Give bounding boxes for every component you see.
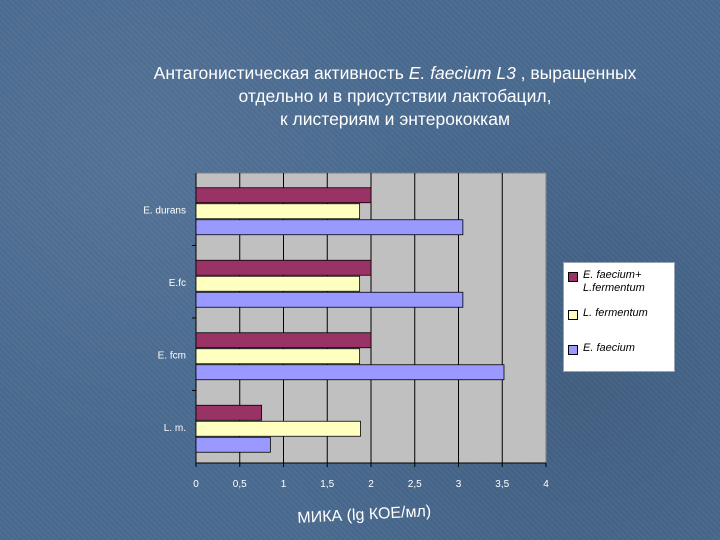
bar <box>195 364 505 381</box>
legend-label-combined-2: L.fermentum <box>583 282 645 294</box>
x-tick-label: 4 <box>543 479 549 490</box>
legend-item-e-faecium: E. faecium <box>568 342 635 355</box>
bar <box>195 203 361 220</box>
x-tick-label: 3,5 <box>495 479 509 490</box>
title-line2: отдельно и в присутствии лактобацил, <box>238 86 552 106</box>
bar <box>195 259 372 276</box>
category-label: L. m. <box>164 423 186 434</box>
category-label: E. durans <box>143 205 186 216</box>
x-tick-label: 3 <box>456 479 462 490</box>
bar <box>195 420 361 437</box>
bar <box>195 404 263 421</box>
title-line3: к листериям и энтерококкам <box>280 109 510 129</box>
title-line1-b: , выращенных <box>515 63 637 83</box>
category-label: E.fc <box>169 278 186 289</box>
x-tick-label: 0,5 <box>233 479 247 490</box>
legend-swatch-combined <box>568 272 578 282</box>
bar <box>195 332 372 349</box>
legend-swatch-l-fermentum <box>568 310 578 320</box>
x-tick-labels: 0 0,5 1 1,5 2 2,5 3 3,5 4 <box>193 479 549 490</box>
bar <box>195 219 464 236</box>
title-line1-a: Антагонистическая активность <box>153 63 409 83</box>
category-labels: E. durans E.fc E. fcm L. m. <box>143 205 186 434</box>
bar <box>195 275 361 292</box>
chart-title: Антагонистическая активность E. faecium … <box>0 62 720 131</box>
bar <box>195 187 372 204</box>
legend-item-combined: E. faecium+ L.fermentum <box>568 269 645 295</box>
x-tick-label: 0 <box>193 479 199 490</box>
title-species: E. faecium L3 <box>408 63 516 83</box>
x-tick-label: 1 <box>281 479 287 490</box>
x-tick-label: 2 <box>368 479 374 490</box>
legend-label-combined-1: E. faecium+ <box>583 269 642 281</box>
legend-label-l-fermentum: L. fermentum <box>583 307 648 319</box>
legend-label-e-faecium: E. faecium <box>583 342 635 354</box>
x-tick-label: 1,5 <box>320 479 334 490</box>
legend-item-l-fermentum: L. fermentum <box>568 307 648 320</box>
legend: E. faecium+ L.fermentum L. fermentum E. f… <box>563 262 675 372</box>
bar <box>195 291 464 308</box>
legend-swatch-e-faecium <box>568 345 578 355</box>
category-label: E. fcm <box>158 350 186 361</box>
bars <box>195 187 505 453</box>
bar <box>195 348 361 365</box>
bar <box>195 436 271 453</box>
x-tick-label: 2,5 <box>408 479 422 490</box>
